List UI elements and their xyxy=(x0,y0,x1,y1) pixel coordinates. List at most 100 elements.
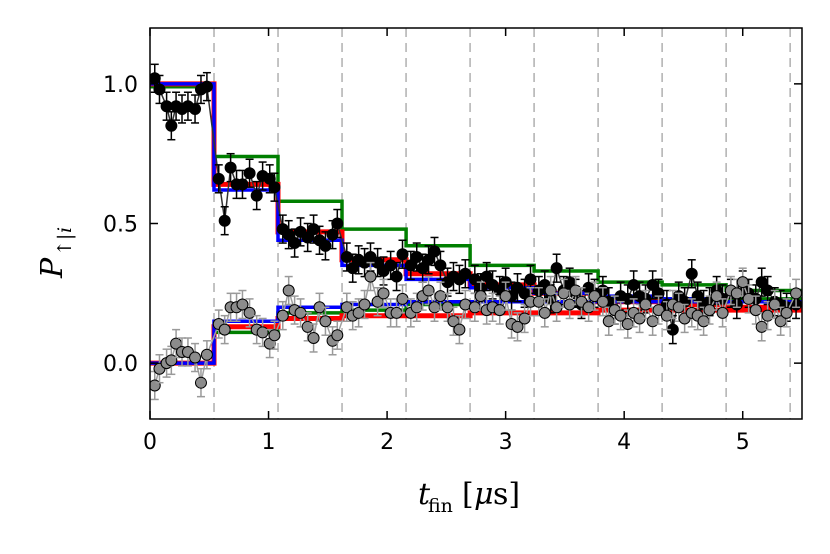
data-point xyxy=(602,315,615,328)
data-point xyxy=(396,292,409,305)
data-point xyxy=(627,278,640,291)
data-point xyxy=(742,292,755,305)
data-point xyxy=(716,306,729,319)
data-point xyxy=(250,189,263,202)
data-point xyxy=(730,287,743,300)
x-tick-label-3: 3 xyxy=(499,430,513,455)
data-point xyxy=(755,320,768,333)
svg-text:fin: fin xyxy=(428,495,453,517)
axis-ticks: 0 1 2 3 4 5 0.0 0.5 1.0 xyxy=(103,28,802,455)
data-point xyxy=(268,181,281,194)
svg-text:s]: s] xyxy=(493,477,520,512)
plot-background xyxy=(150,28,802,419)
data-point xyxy=(165,354,178,367)
data-point xyxy=(268,329,281,342)
data-point xyxy=(422,284,435,297)
data-point xyxy=(697,315,710,328)
data-point xyxy=(780,306,793,319)
svg-text:P: P xyxy=(35,257,70,279)
data-point xyxy=(672,301,685,314)
data-point xyxy=(518,312,531,325)
data-point xyxy=(434,290,447,303)
y-axis-label: P ↑| i xyxy=(35,227,76,279)
svg-text:i: i xyxy=(54,227,76,233)
data-point xyxy=(550,262,563,275)
data-point xyxy=(557,287,570,300)
data-point xyxy=(319,239,332,252)
data-point xyxy=(768,298,781,311)
data-point xyxy=(224,161,237,174)
data-point xyxy=(377,287,390,300)
y-tick-label-0: 0.0 xyxy=(103,352,138,377)
data-point xyxy=(428,301,441,314)
data-point xyxy=(256,326,269,339)
x-tick-label-1: 1 xyxy=(262,430,276,455)
data-point xyxy=(218,323,231,336)
data-point xyxy=(468,301,481,314)
data-point xyxy=(511,320,524,333)
data-point xyxy=(569,284,582,297)
data-point xyxy=(189,351,202,364)
data-point xyxy=(588,290,601,303)
data-point xyxy=(212,172,225,185)
data-point xyxy=(544,284,557,297)
plot-marks xyxy=(150,63,802,401)
data-point xyxy=(410,301,423,314)
data-point xyxy=(364,270,377,283)
data-point xyxy=(153,83,166,96)
data-point xyxy=(660,309,673,322)
data-point xyxy=(621,318,634,331)
data-point xyxy=(538,306,551,319)
data-point xyxy=(243,306,256,319)
data-point xyxy=(410,251,423,264)
data-point xyxy=(200,348,213,361)
y-tick-label-1: 0.5 xyxy=(103,213,138,238)
data-point xyxy=(194,376,207,389)
svg-text:μ: μ xyxy=(474,477,494,512)
data-point xyxy=(736,276,749,289)
data-point xyxy=(276,309,289,322)
data-point xyxy=(499,290,512,303)
data-point xyxy=(319,315,332,328)
data-point xyxy=(331,329,344,342)
svg-text:↑|: ↑| xyxy=(54,234,76,256)
data-point xyxy=(596,295,609,308)
data-point xyxy=(340,251,353,264)
data-point xyxy=(301,320,314,333)
data-point xyxy=(358,298,371,311)
data-point xyxy=(749,304,762,317)
x-axis-label: t fin [ μ s] xyxy=(418,477,520,517)
data-point xyxy=(288,237,301,250)
data-point xyxy=(384,259,397,272)
data-point xyxy=(434,259,447,272)
data-point xyxy=(582,301,595,314)
svg-text:[: [ xyxy=(462,477,474,512)
data-point xyxy=(331,217,344,230)
data-point xyxy=(646,315,659,328)
data-point xyxy=(165,119,178,132)
x-tick-label-4: 4 xyxy=(617,430,631,455)
data-point xyxy=(639,298,652,311)
data-point xyxy=(614,309,627,322)
data-point xyxy=(150,72,161,85)
data-point xyxy=(150,379,161,392)
data-point xyxy=(453,323,466,336)
y-tick-label-2: 1.0 xyxy=(103,73,138,98)
data-point xyxy=(243,167,256,180)
data-point xyxy=(790,287,802,300)
step-line-green-0 xyxy=(150,84,802,293)
data-point xyxy=(282,284,295,297)
x-tick-label-0: 0 xyxy=(143,430,157,455)
data-point xyxy=(307,332,320,345)
gray-data-series xyxy=(150,261,802,401)
data-point xyxy=(189,102,202,115)
data-point xyxy=(326,228,339,241)
data-point xyxy=(396,248,409,261)
svg-text:t: t xyxy=(418,477,431,512)
data-point xyxy=(524,273,537,286)
x-tick-label-2: 2 xyxy=(380,430,394,455)
data-point xyxy=(200,80,213,93)
data-point xyxy=(218,214,231,227)
data-point xyxy=(390,270,403,283)
